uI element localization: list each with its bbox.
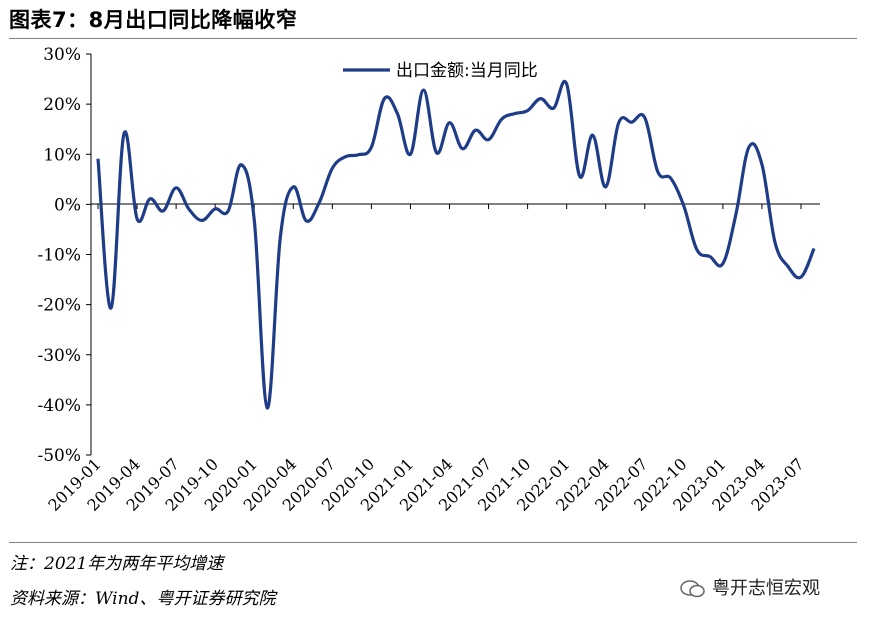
footnote: 注：2021年为两年平均增速 (10, 554, 224, 574)
y-tick-label: -30% (37, 346, 81, 366)
chart-title: 图表7：8月出口同比降幅收窄 (9, 8, 298, 32)
y-tick-label: 30% (43, 45, 81, 65)
source-note: 资料来源：Wind、粤开证券研究院 (10, 589, 276, 609)
y-tick-label: -10% (37, 246, 81, 266)
y-tick-label: -20% (37, 296, 81, 316)
export-yoy-line-chart: 30% 20% 10% 0% -10% -20% -30% -40% -50% 2019-012… (37, 45, 820, 515)
y-tick-label: -50% (37, 446, 81, 466)
y-tick-label: 0% (54, 195, 81, 215)
y-tick-label: -40% (37, 396, 81, 416)
y-axis: 30% 20% 10% 0% -10% -20% -30% -40% -50% (37, 45, 92, 466)
legend: 出口金额:当月同比 (343, 61, 538, 81)
plot-area (96, 79, 816, 410)
y-tick-label: 20% (43, 95, 81, 115)
top-divider (9, 38, 857, 39)
y-tick-label: 10% (43, 145, 81, 165)
watermark: 粤开志恒宏观 (680, 574, 820, 600)
wechat-icon (680, 580, 705, 598)
bottom-divider (9, 542, 857, 543)
x-axis: 2019-012019-042019-072019-102020-012020-… (44, 203, 820, 515)
legend-label: 出口金额:当月同比 (396, 61, 538, 81)
series-line-export-yoy (96, 79, 816, 410)
watermark-text: 粤开志恒宏观 (712, 578, 820, 599)
